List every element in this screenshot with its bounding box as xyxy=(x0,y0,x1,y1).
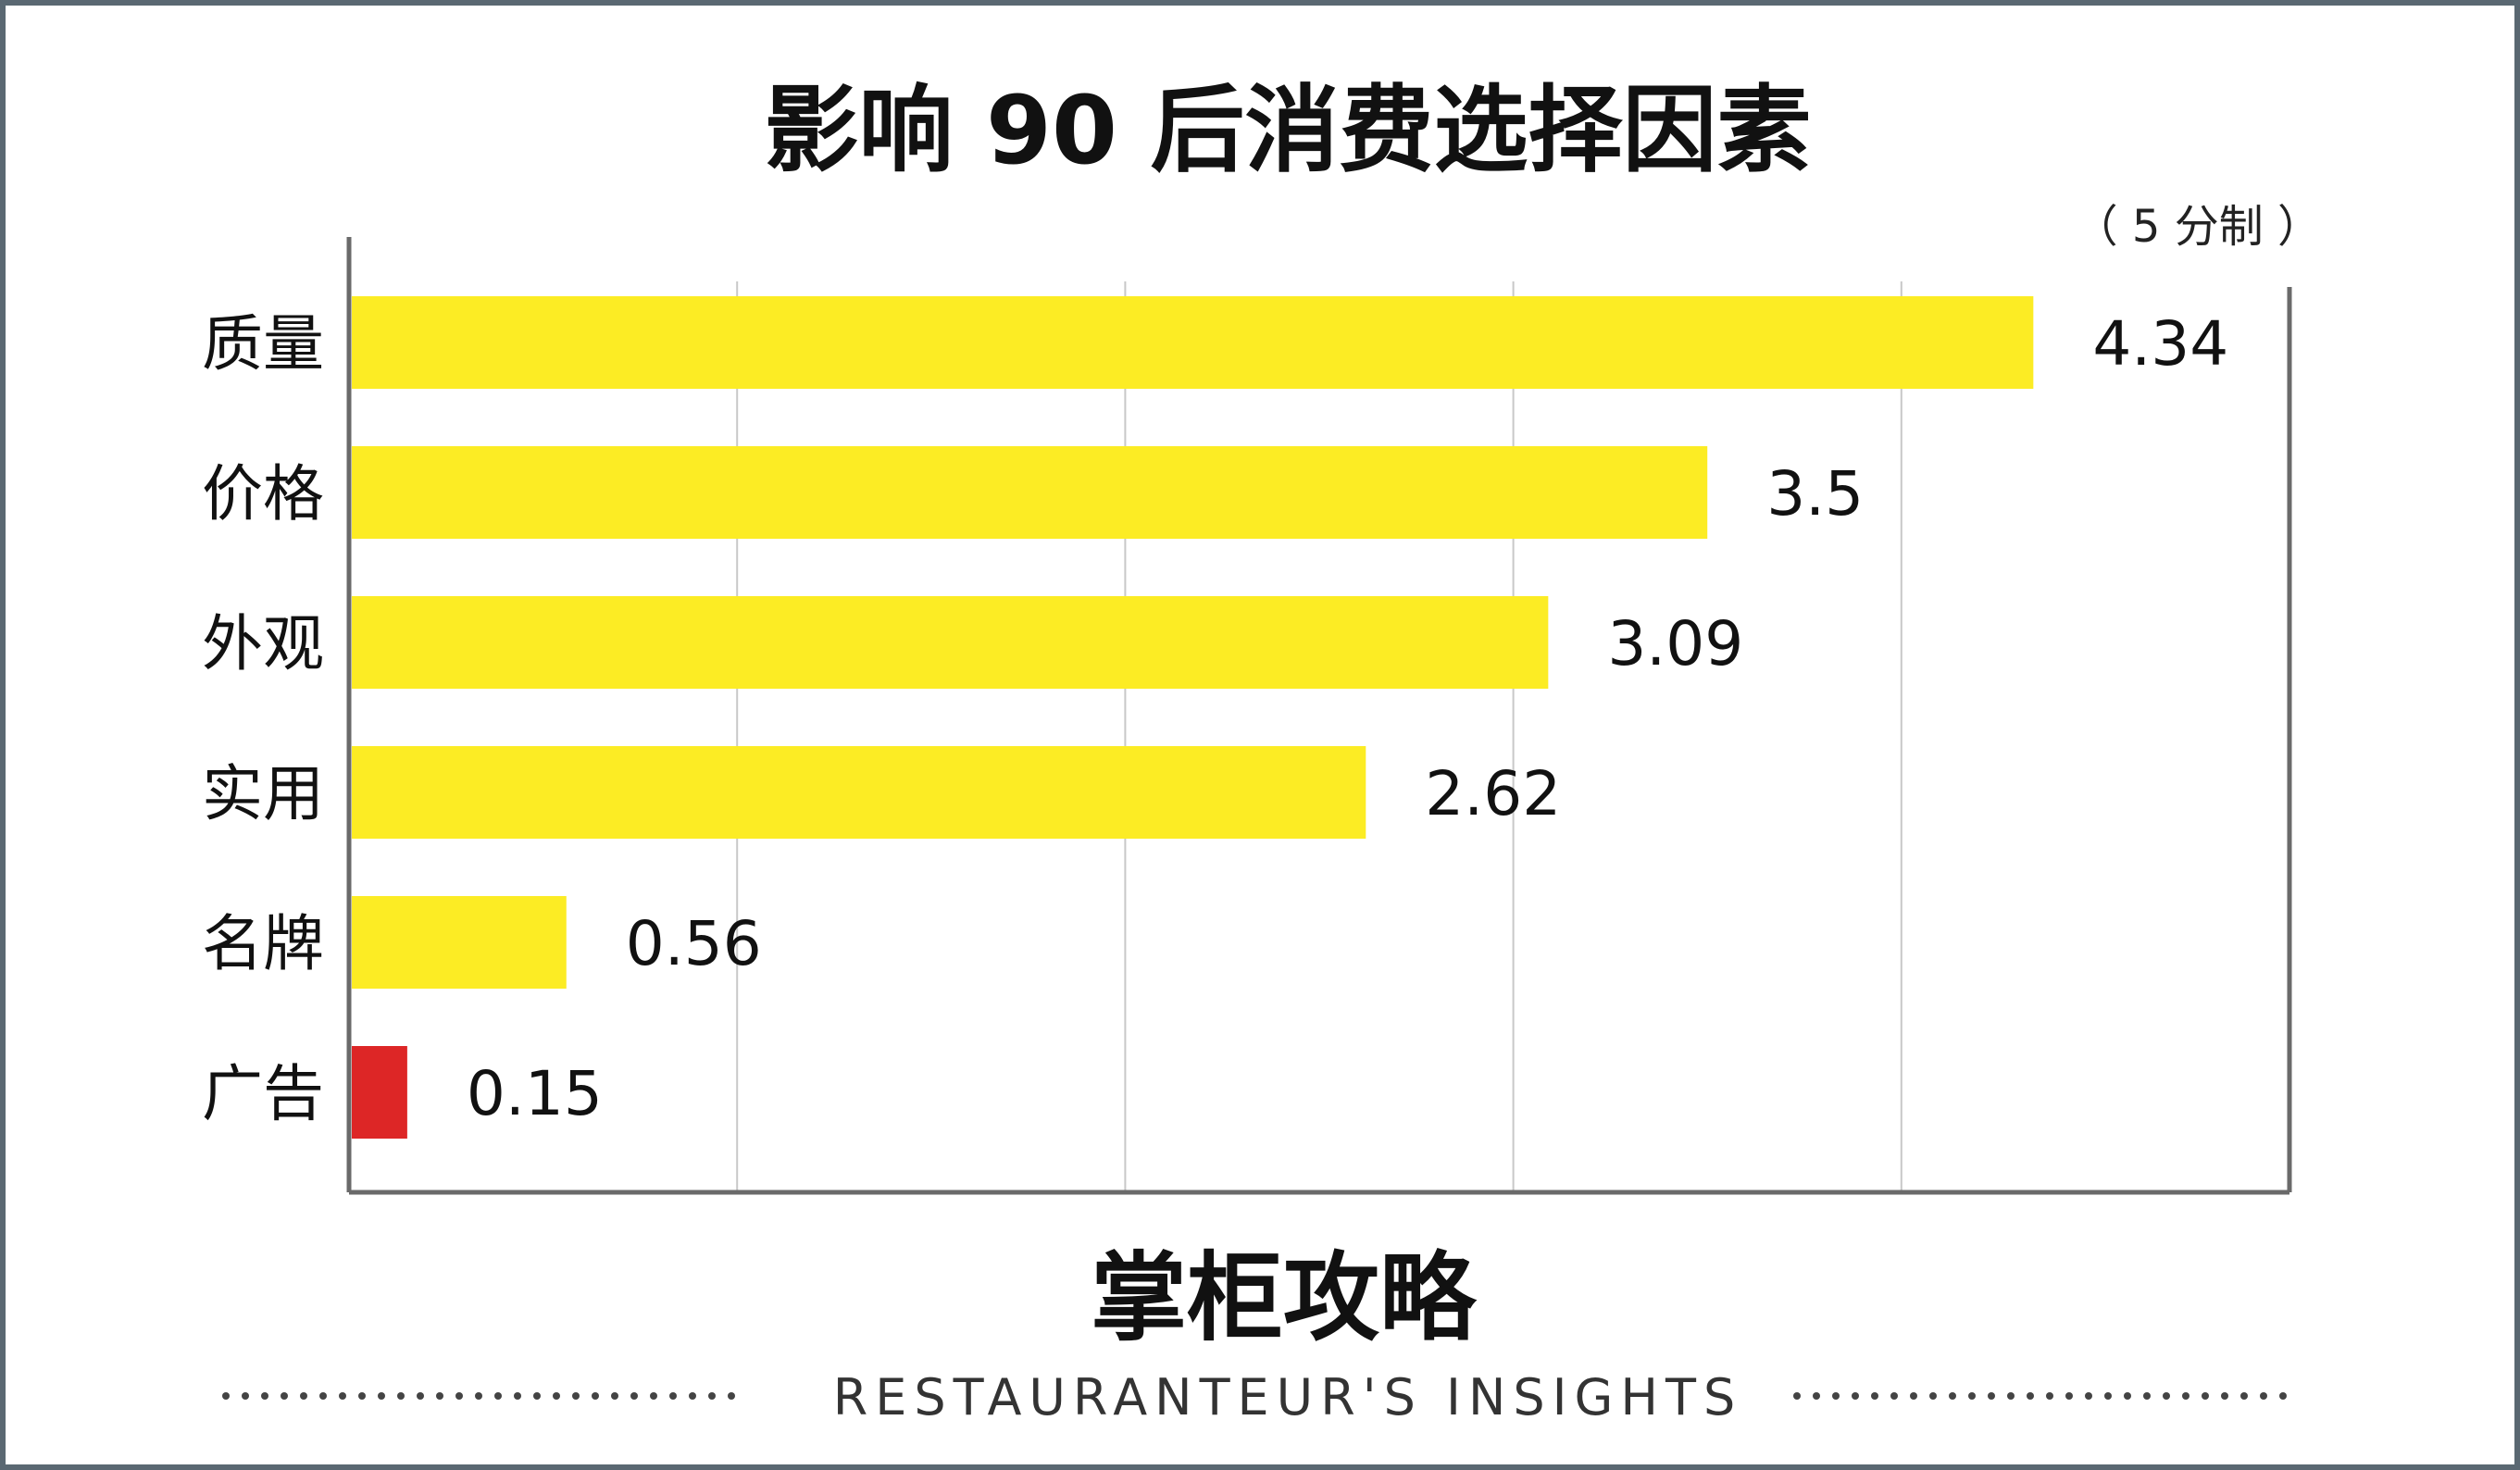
value-label: 4.34 xyxy=(2092,308,2228,380)
unit-note: （ 5 分制 ） xyxy=(2074,201,2322,253)
value-label: 0.15 xyxy=(467,1058,603,1129)
brand-tagline: RESTAURANTEUR'S INSIGHTS xyxy=(833,1368,1743,1426)
chart-title: 影响 90 后消费选择因素 xyxy=(765,76,1812,186)
value-label: 2.62 xyxy=(1425,758,1561,829)
bar xyxy=(352,1046,407,1139)
value-label: 3.09 xyxy=(1607,608,1743,679)
value-label: 0.56 xyxy=(626,908,762,979)
grid-lines xyxy=(736,281,1902,1192)
bar xyxy=(352,746,1366,839)
bars: 质量 4.34 价格 3.5 外观 3.09 实用 2.62 名牌 0.56 广告 0.15 xyxy=(202,296,2228,1139)
category-label: 价格 xyxy=(202,458,324,529)
category-label: 外观 xyxy=(202,608,324,679)
category-label: 实用 xyxy=(202,758,324,829)
value-label: 3.5 xyxy=(1766,458,1864,529)
category-label: 质量 xyxy=(202,308,324,380)
bar xyxy=(352,446,1708,539)
bar xyxy=(352,896,567,989)
axes xyxy=(346,237,2292,1195)
category-label: 广告 xyxy=(202,1058,324,1129)
chart-canvas: 影响 90 后消费选择因素 （ 5 分制 ） 质量 4.34 价格 3.5 外观 3.09… xyxy=(202,76,2322,1426)
dotted-rule-left xyxy=(222,1392,735,1400)
chart-frame: 影响 90 后消费选择因素 （ 5 分制 ） 质量 4.34 价格 3.5 外观 3.09… xyxy=(6,6,2514,1464)
brand-name: 掌柜攻略 xyxy=(1091,1241,1478,1354)
category-label: 名牌 xyxy=(202,908,324,979)
bar xyxy=(352,596,1549,689)
bar xyxy=(352,296,2034,389)
dotted-rule-right xyxy=(1793,1392,2287,1400)
